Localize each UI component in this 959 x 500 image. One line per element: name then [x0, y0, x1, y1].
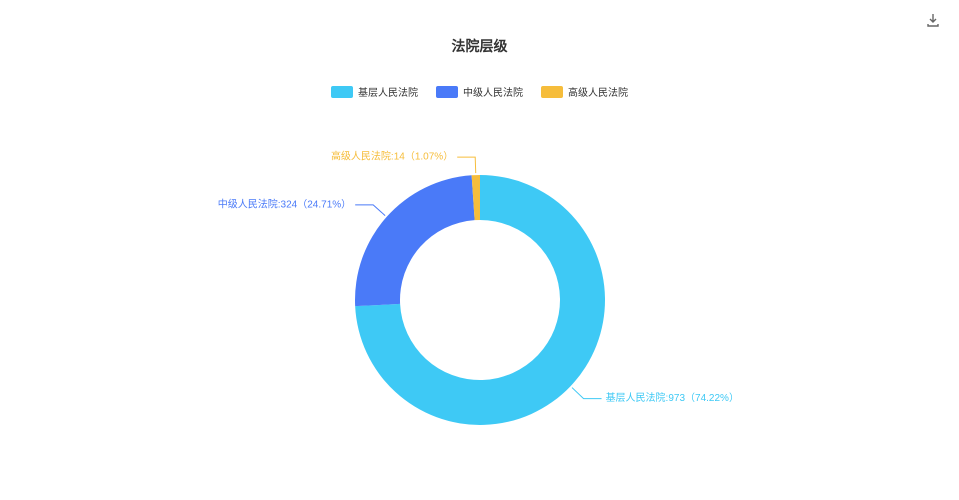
slice-label-1: 中级人民法院:324（24.71%） [218, 198, 351, 211]
legend-label: 高级人民法院 [568, 84, 628, 99]
leader-line [355, 205, 385, 216]
chart-title: 法院层级 [0, 36, 959, 56]
slice-label-2: 高级人民法院:14（1.07%） [331, 150, 453, 163]
leader-line [572, 388, 602, 399]
leader-line [457, 157, 476, 173]
chart-legend: 基层人民法院 中级人民法院 高级人民法院 [0, 84, 959, 99]
donut-slice-1[interactable] [355, 175, 475, 306]
donut-chart: 基层人民法院:973（74.22%） 中级人民法院:324（24.71%） 高级人民… [0, 110, 959, 490]
legend-item-1[interactable]: 中级人民法院 [436, 84, 523, 99]
legend-swatch-icon [541, 86, 563, 98]
legend-label: 中级人民法院 [463, 84, 523, 99]
download-icon[interactable] [925, 12, 941, 28]
slice-label-0: 基层人民法院:973（74.22%） [606, 391, 739, 404]
legend-swatch-icon [331, 86, 353, 98]
legend-label: 基层人民法院 [358, 84, 418, 99]
legend-item-0[interactable]: 基层人民法院 [331, 84, 418, 99]
legend-item-2[interactable]: 高级人民法院 [541, 84, 628, 99]
legend-swatch-icon [436, 86, 458, 98]
